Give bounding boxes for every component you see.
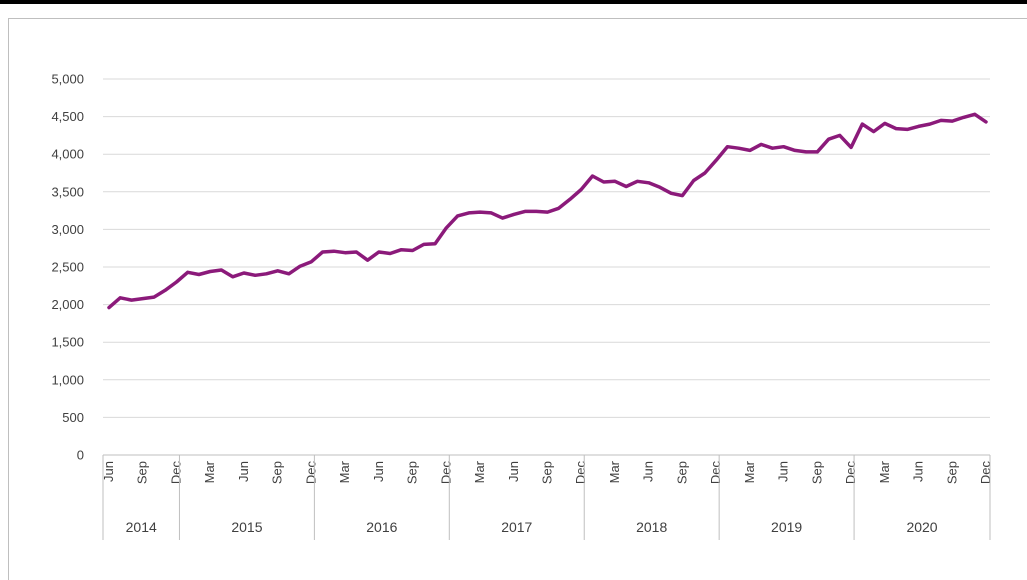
x-month-label: Mar	[472, 460, 487, 483]
y-tick-label: 5,000	[51, 72, 84, 87]
top-border	[0, 0, 1027, 4]
x-month-label: Mar	[337, 460, 352, 483]
x-axis-year-labels: 2014 2015 2016 2017 2018 2019 2020	[102, 455, 991, 540]
x-axis-month-labels: Jun Sep Dec Mar Jun Sep Dec Mar Jun Sep Dec Mar Jun S…	[101, 460, 993, 484]
x-month-label: Mar	[877, 460, 892, 483]
x-month-label: Jun	[776, 461, 791, 482]
x-month-label: Mar	[607, 460, 622, 483]
x-month-label: Mar	[202, 460, 217, 483]
x-month-label: Jun	[371, 461, 386, 482]
x-year-label: 2017	[501, 519, 532, 535]
y-axis-tick-labels: 0 500 1,000 1,500 2,000 2,500 3,000 3,500 4,000 4…	[51, 72, 84, 463]
x-month-label: Dec	[978, 461, 993, 485]
series-layer	[107, 112, 988, 310]
y-tick-label: 2,500	[51, 260, 84, 275]
y-tick-label: 3,000	[51, 222, 84, 237]
gridlines	[103, 78, 990, 418]
series-line	[107, 112, 988, 310]
x-month-label: Dec	[438, 461, 453, 485]
y-tick-label: 500	[62, 410, 84, 425]
x-month-label: Sep	[674, 461, 689, 484]
x-month-label: Jun	[506, 461, 521, 482]
x-month-label: Sep	[944, 461, 959, 484]
x-month-label: Dec	[573, 461, 588, 485]
x-month-label: Sep	[270, 461, 285, 484]
y-tick-label: 4,500	[51, 109, 84, 124]
x-month-label: Sep	[540, 461, 555, 484]
y-tick-label: 1,000	[51, 372, 84, 387]
x-year-label: 2020	[906, 519, 937, 535]
y-tick-label: 4,000	[51, 147, 84, 162]
x-year-label: 2018	[636, 519, 667, 535]
chart-frame	[8, 18, 1027, 580]
x-month-label: Jun	[101, 461, 116, 482]
x-month-label: Dec	[708, 461, 723, 485]
y-tick-label: 2,000	[51, 297, 84, 312]
y-tick-label: 3,500	[51, 184, 84, 199]
x-month-label: Mar	[742, 460, 757, 483]
x-month-label: Sep	[405, 461, 420, 484]
x-year-label: 2014	[126, 519, 157, 535]
y-tick-label: 1,500	[51, 335, 84, 350]
x-month-label: Dec	[168, 461, 183, 485]
x-year-label: 2019	[771, 519, 802, 535]
x-month-label: Dec	[303, 461, 318, 485]
x-month-label: Sep	[135, 461, 150, 484]
x-month-label: Jun	[641, 461, 656, 482]
x-month-label: Dec	[843, 461, 858, 485]
x-month-label: Jun	[911, 461, 926, 482]
y-tick-label: 0	[77, 448, 84, 463]
x-year-label: 2016	[366, 519, 397, 535]
x-month-label: Jun	[236, 461, 251, 482]
x-month-label: Sep	[809, 461, 824, 484]
x-year-label: 2015	[231, 519, 262, 535]
